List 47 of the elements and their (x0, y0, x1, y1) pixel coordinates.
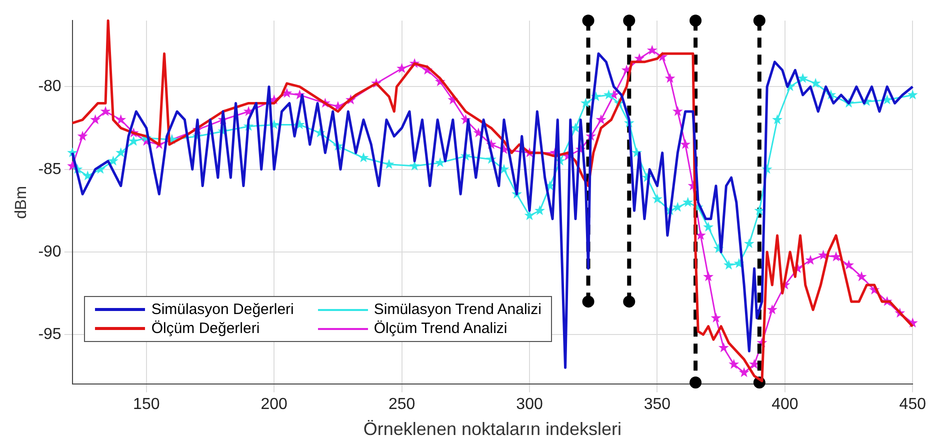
legend-label: Ölçüm Trend Analizi (374, 320, 508, 338)
y-axis-title: dBm (13, 186, 30, 219)
point (652, 194, 662, 204)
point (409, 160, 420, 170)
x-tick-label: 150 (133, 396, 160, 414)
point (703, 222, 714, 232)
point (682, 196, 694, 207)
x-tick-label: 300 (516, 396, 543, 414)
point (582, 296, 594, 308)
y-tick-label: -90 (38, 243, 62, 260)
x-tick-label: 400 (772, 396, 798, 414)
point (907, 89, 918, 100)
point (772, 114, 783, 124)
legend-label: Simülasyon Trend Analizi (374, 301, 542, 318)
point (603, 89, 614, 100)
point (623, 296, 636, 308)
x-tick-label: 200 (260, 396, 288, 414)
point (116, 147, 126, 158)
x-tick-label: 350 (644, 396, 671, 414)
point (582, 14, 594, 27)
legend-label: Simülasyon Değerleri (151, 301, 294, 318)
point (753, 14, 766, 27)
point (623, 14, 636, 27)
point (724, 260, 734, 270)
point (580, 98, 591, 108)
point (744, 238, 754, 248)
legend-label: Ölçüm Değerleri (151, 320, 260, 338)
y-tick-label: -95 (38, 326, 62, 344)
point (108, 156, 118, 166)
point (534, 205, 545, 216)
point (384, 158, 394, 169)
point (358, 152, 369, 162)
point (434, 157, 446, 168)
y-tick-label: -85 (38, 160, 62, 178)
x-tick-label: 450 (899, 396, 926, 414)
point (524, 210, 535, 220)
point (798, 72, 808, 83)
point (690, 376, 702, 389)
x-axis-title: Örneklenen noktaların indeksleri (363, 419, 622, 440)
point (498, 164, 510, 174)
point (810, 78, 821, 88)
point (128, 136, 139, 146)
point (882, 94, 892, 104)
point (690, 14, 702, 27)
y-tick-label: -80 (38, 78, 62, 96)
x-tick-label: 250 (388, 396, 416, 414)
point (672, 202, 683, 212)
